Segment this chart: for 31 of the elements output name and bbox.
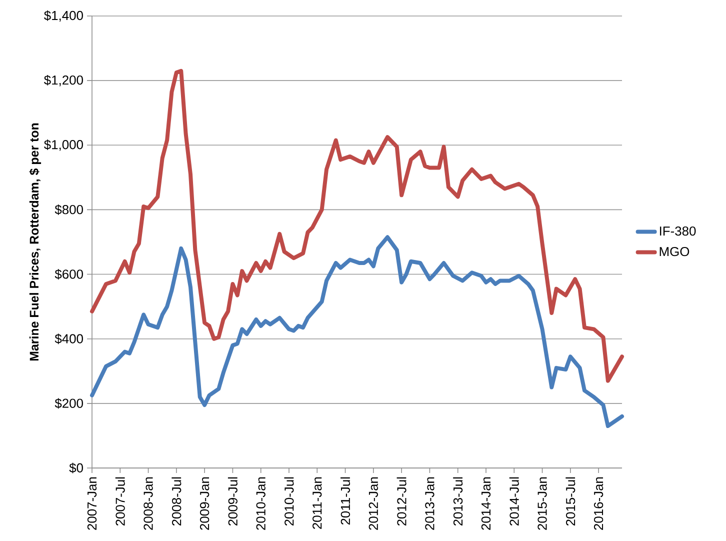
x-tick-label: 2009-Jan (200, 477, 210, 530)
x-tick-label: 2008-Jan (144, 477, 153, 530)
x-tick-label: 2014-Jul (509, 477, 519, 526)
x-tick-label: 2007-Jan (87, 477, 97, 530)
x-tick-label: 2014-Jan (481, 477, 491, 530)
x-tick-label: 2015-Jan (538, 477, 547, 530)
x-tick-label: 2008-Jul (172, 477, 182, 526)
x-tick-label: 2011-Jan (312, 477, 322, 529)
x-tick-label: 2013-Jan (425, 477, 434, 530)
y-tick-label: $1,400 (44, 10, 83, 22)
y-tick-label: $400 (54, 334, 83, 344)
legend-label: MGO (660, 246, 690, 256)
y-tick-label: $1,200 (44, 74, 83, 86)
x-tick-label: 2012-Jan (368, 477, 378, 530)
x-tick-label: 2007-Jul (115, 477, 125, 526)
x-tick-label: 2016-Jan (594, 477, 604, 530)
legend-label: IF-380 (660, 226, 696, 236)
y-tick-label: $1,000 (44, 140, 83, 151)
x-tick-label: 2009-Jul (228, 477, 238, 526)
x-tick-label: 2015-Jul (566, 477, 576, 526)
y-axis-title: Marine Fuel Prices, Rotterdam, $ per ton (29, 123, 42, 361)
y-tick-label: $800 (54, 204, 83, 215)
x-tick-label: 2010-Jul (284, 477, 294, 526)
y-tick-label: $200 (54, 398, 83, 409)
x-tick-label: 2012-Jul (396, 477, 406, 526)
x-tick-label: 2011-Jul (340, 477, 350, 525)
y-tick-label: $600 (54, 269, 83, 280)
x-tick-label: 2010-Jan (256, 477, 266, 530)
x-tick-label: 2013-Jul (453, 477, 463, 526)
line-series (90, 68, 624, 383)
y-tick-label: $0 (69, 462, 83, 474)
